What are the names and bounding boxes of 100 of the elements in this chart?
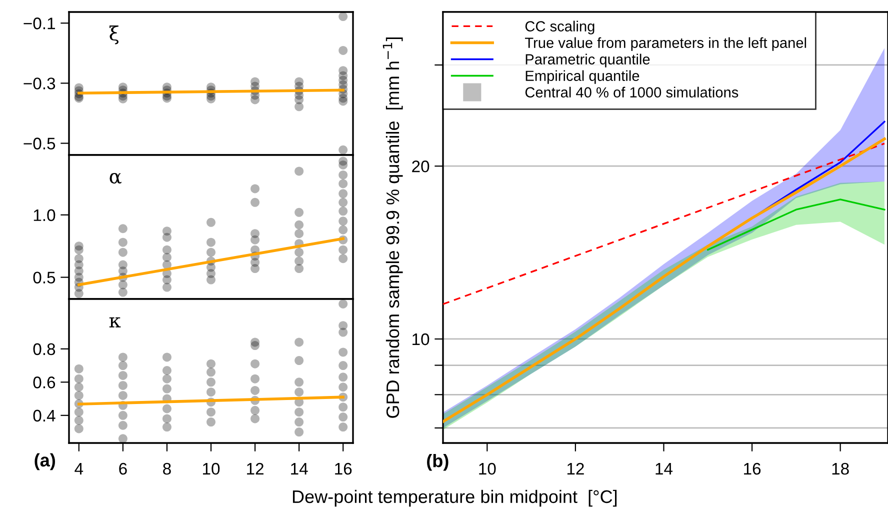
point: [118, 260, 128, 270]
point: [74, 416, 84, 425]
point: [206, 368, 216, 377]
point: [338, 412, 348, 422]
point: [118, 420, 128, 430]
point: [338, 96, 348, 106]
x-tick-label: 14: [291, 463, 308, 475]
point: [294, 248, 304, 257]
x-tick-label: 4: [74, 463, 84, 475]
point: [162, 226, 172, 236]
point: [294, 208, 304, 217]
point: [294, 388, 304, 397]
point: [118, 410, 128, 420]
point: [206, 378, 216, 387]
point: [294, 356, 304, 366]
point: [162, 404, 172, 414]
x-tick-label: 6: [119, 462, 127, 475]
point: [294, 428, 304, 437]
point: [338, 254, 348, 264]
point: [294, 220, 304, 230]
point: [294, 166, 304, 176]
point: [74, 364, 84, 374]
point: [74, 374, 84, 384]
point: [118, 380, 128, 390]
x-tick-label: 18: [832, 462, 849, 475]
point: [250, 229, 260, 238]
point: [118, 288, 128, 297]
point: [338, 206, 348, 216]
x-tick-label: 16: [744, 462, 761, 475]
point: [118, 280, 128, 290]
point: [338, 145, 348, 154]
point: [206, 218, 216, 227]
point: [74, 242, 84, 251]
x-tick-label: 16: [335, 462, 352, 475]
annotation: α: [110, 173, 122, 184]
point: [162, 282, 172, 292]
point: [338, 179, 348, 188]
point: [250, 198, 260, 207]
point: [206, 238, 216, 247]
legend-label: Empirical quantile: [526, 70, 640, 84]
x-tick-label: 10: [479, 462, 496, 475]
point: [338, 245, 348, 254]
y-tick-label: 1.0: [34, 209, 56, 222]
y-tick-label: −0.1: [24, 18, 55, 30]
line-series: [443, 138, 886, 424]
x-tick-label: 12: [567, 462, 584, 475]
point: [338, 46, 348, 55]
point: [206, 359, 216, 368]
legend-label: True value from parameters in the left panel: [524, 37, 806, 51]
point: [118, 94, 128, 104]
point: [118, 238, 128, 247]
point: [338, 156, 348, 166]
point: [162, 414, 172, 424]
point: [74, 424, 84, 434]
point: [206, 418, 216, 427]
point: [162, 366, 172, 375]
point: [338, 299, 348, 308]
point: [118, 370, 128, 380]
point: [338, 198, 348, 207]
point: [294, 378, 304, 387]
x-tick-label: 14: [656, 463, 673, 475]
point: [162, 422, 172, 432]
point: [74, 408, 84, 417]
point: [74, 390, 84, 400]
annotation: κ: [109, 317, 121, 328]
point: [294, 229, 304, 238]
point: [338, 361, 348, 370]
point: [338, 216, 348, 226]
point: [338, 372, 348, 382]
point: [162, 252, 172, 262]
y-tick-label: 20: [412, 160, 430, 172]
point: [206, 388, 216, 397]
point: [338, 321, 348, 330]
point: [250, 386, 260, 395]
point: [162, 384, 172, 394]
y-axis-title: GPD random sample 99.9 % quantile [mm h$^{−1}$]: [382, 38, 403, 418]
point: [294, 256, 304, 266]
point: [294, 418, 304, 427]
point: [250, 338, 260, 347]
point: [294, 264, 304, 274]
x-tick-label: 8: [163, 462, 171, 475]
point: [162, 352, 172, 362]
legend-label: CC scaling: [525, 20, 594, 34]
point: [206, 248, 216, 257]
point: [294, 102, 304, 112]
point: [118, 361, 128, 370]
point: [74, 254, 84, 264]
point: [294, 338, 304, 347]
point: [118, 434, 128, 443]
point: [162, 245, 172, 254]
text: (a): [34, 453, 55, 470]
y-tick-label: 0.6: [33, 376, 56, 388]
point: [250, 414, 260, 424]
text: (b): [427, 454, 448, 471]
y-tick-label: 0.8: [33, 343, 56, 356]
legend-label: Parametric quantile: [526, 54, 650, 68]
point: [250, 359, 260, 368]
point: [338, 422, 348, 432]
x-axis-title: Dew-point temperature bin midpoint [°C]: [292, 490, 617, 507]
y-tick-label: 0.5: [33, 272, 56, 284]
